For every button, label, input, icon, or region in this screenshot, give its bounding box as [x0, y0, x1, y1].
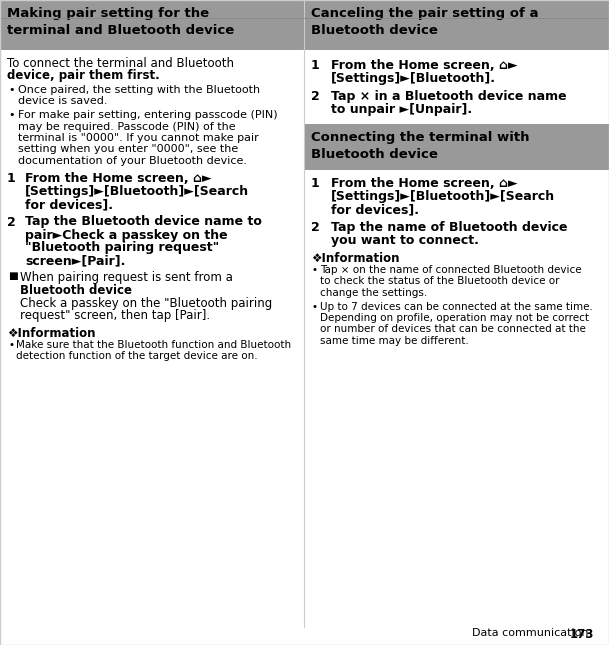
- Text: device is saved.: device is saved.: [18, 97, 108, 106]
- Text: •: •: [8, 339, 14, 350]
- Text: [Settings]►[Bluetooth]►[Search: [Settings]►[Bluetooth]►[Search: [331, 190, 555, 203]
- Text: to check the status of the Bluetooth device or: to check the status of the Bluetooth dev…: [320, 277, 560, 286]
- Text: [Settings]►[Bluetooth]►[Search: [Settings]►[Bluetooth]►[Search: [25, 186, 249, 199]
- Text: documentation of your Bluetooth device.: documentation of your Bluetooth device.: [18, 156, 247, 166]
- Text: change the settings.: change the settings.: [320, 288, 427, 298]
- Text: pair►Check a passkey on the: pair►Check a passkey on the: [25, 228, 228, 241]
- Text: For make pair setting, entering passcode (PIN): For make pair setting, entering passcode…: [18, 110, 278, 120]
- Text: ❖Information: ❖Information: [7, 326, 96, 339]
- Text: Up to 7 devices can be connected at the same time.: Up to 7 devices can be connected at the …: [320, 301, 593, 312]
- Text: Connecting the terminal with
Bluetooth device: Connecting the terminal with Bluetooth d…: [311, 131, 529, 161]
- Text: same time may be different.: same time may be different.: [320, 336, 469, 346]
- Text: 2: 2: [311, 90, 320, 103]
- Text: 2: 2: [7, 215, 16, 228]
- Text: for devices].: for devices].: [331, 203, 419, 216]
- Text: Check a passkey on the "Bluetooth pairing: Check a passkey on the "Bluetooth pairin…: [20, 297, 272, 310]
- Text: detection function of the target device are on.: detection function of the target device …: [16, 351, 258, 361]
- Text: Tap the Bluetooth device name to: Tap the Bluetooth device name to: [25, 215, 262, 228]
- Text: [Settings]►[Bluetooth].: [Settings]►[Bluetooth].: [331, 72, 496, 85]
- Text: 1: 1: [311, 177, 320, 190]
- Text: terminal is "0000". If you cannot make pair: terminal is "0000". If you cannot make p…: [18, 133, 259, 143]
- Text: •: •: [8, 85, 15, 95]
- Text: 1: 1: [311, 59, 320, 72]
- Text: for devices].: for devices].: [25, 199, 113, 212]
- Text: 2: 2: [311, 221, 320, 234]
- Text: Making pair setting for the
terminal and Bluetooth device: Making pair setting for the terminal and…: [7, 7, 234, 37]
- Text: ❖Information: ❖Information: [311, 252, 400, 265]
- Text: you want to connect.: you want to connect.: [331, 234, 479, 247]
- Text: Depending on profile, operation may not be correct: Depending on profile, operation may not …: [320, 313, 589, 323]
- Text: or number of devices that can be connected at the: or number of devices that can be connect…: [320, 324, 586, 335]
- Text: 1: 1: [7, 172, 16, 186]
- Text: When pairing request is sent from a: When pairing request is sent from a: [20, 272, 233, 284]
- Text: •: •: [312, 265, 318, 275]
- Text: Tap ⨯ on the name of connected Bluetooth device: Tap ⨯ on the name of connected Bluetooth…: [320, 265, 582, 275]
- Text: Bluetooth device: Bluetooth device: [20, 284, 132, 297]
- Bar: [304, 0, 609, 50]
- Text: Tap ⨯ in a Bluetooth device name: Tap ⨯ in a Bluetooth device name: [331, 90, 566, 103]
- Text: setting when you enter "0000", see the: setting when you enter "0000", see the: [18, 144, 238, 155]
- Text: To connect the terminal and Bluetooth: To connect the terminal and Bluetooth: [7, 57, 234, 70]
- Text: 173: 173: [569, 628, 594, 641]
- Text: device, pair them first.: device, pair them first.: [7, 70, 160, 83]
- Text: Data communication: Data communication: [473, 628, 589, 638]
- Text: ■: ■: [8, 272, 18, 281]
- Text: Tap the name of Bluetooth device: Tap the name of Bluetooth device: [331, 221, 568, 234]
- Text: request" screen, then tap [Pair].: request" screen, then tap [Pair].: [20, 309, 210, 322]
- Text: Make sure that the Bluetooth function and Bluetooth: Make sure that the Bluetooth function an…: [16, 339, 291, 350]
- Text: "Bluetooth pairing request": "Bluetooth pairing request": [25, 241, 219, 255]
- Text: •: •: [312, 301, 318, 312]
- Text: screen►[Pair].: screen►[Pair].: [25, 255, 125, 268]
- Text: to unpair ►[Unpair].: to unpair ►[Unpair].: [331, 103, 472, 116]
- Text: Canceling the pair setting of a
Bluetooth device: Canceling the pair setting of a Bluetoot…: [311, 7, 538, 37]
- Text: •: •: [8, 110, 15, 120]
- Text: From the Home screen, ⌂►: From the Home screen, ⌂►: [25, 172, 211, 186]
- Text: may be required. Passcode (PIN) of the: may be required. Passcode (PIN) of the: [18, 121, 236, 132]
- Text: From the Home screen, ⌂►: From the Home screen, ⌂►: [331, 177, 518, 190]
- Text: From the Home screen, ⌂►: From the Home screen, ⌂►: [331, 59, 518, 72]
- Bar: [304, 124, 609, 170]
- Bar: [0, 0, 304, 50]
- Text: Once paired, the setting with the Bluetooth: Once paired, the setting with the Blueto…: [18, 85, 260, 95]
